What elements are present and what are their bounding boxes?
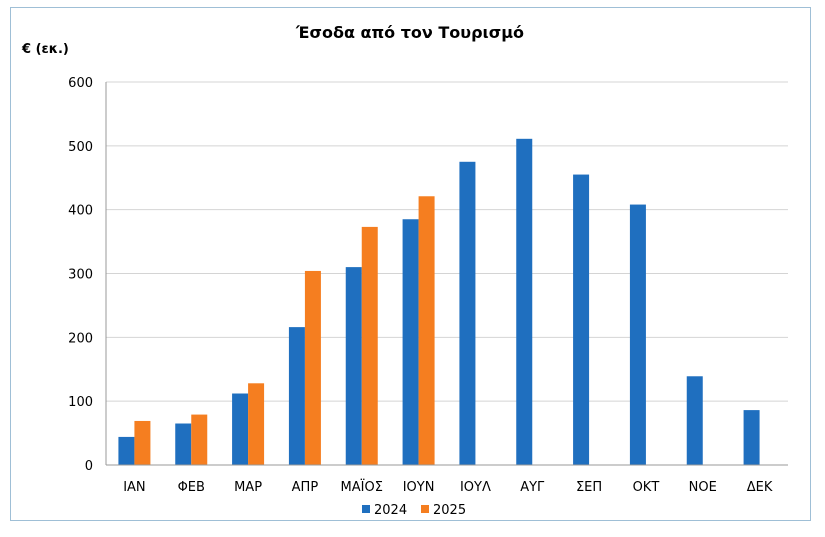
bar-2025-ΦΕΒ bbox=[191, 414, 208, 465]
bar-2025-ΑΠΡ bbox=[304, 270, 321, 465]
bar-2024-ΜΑΡ bbox=[232, 393, 249, 465]
y-tick-label: 300 bbox=[68, 268, 93, 283]
bars bbox=[118, 138, 760, 466]
bar-2024-ΦΕΒ bbox=[175, 423, 192, 465]
x-tick-label: ΙΑΝ bbox=[123, 480, 145, 495]
x-tick-label: ΜΑΡ bbox=[234, 480, 262, 495]
y-tick-labels: 0 100 200 300 400 500 600 bbox=[68, 76, 93, 474]
x-tick-label: ΝΟΕ bbox=[689, 480, 717, 495]
bar-2025-ΙΟΥΝ bbox=[418, 196, 435, 466]
bar-2024-ΙΟΥΝ bbox=[402, 219, 419, 465]
bar-2025-ΙΑΝ bbox=[134, 420, 151, 465]
x-tick-label: ΟΚΤ bbox=[633, 480, 660, 495]
x-tick-label: ΙΟΥΛ bbox=[460, 480, 491, 495]
legend: 2024 2025 bbox=[362, 503, 466, 518]
bar-2024-ΑΥΓ bbox=[516, 138, 533, 466]
x-tick-labels: ΙΑΝ ΦΕΒ ΜΑΡ ΑΠΡ ΜΑΪΟΣ ΙΟΥΝ ΙΟΥΛ ΑΥΓ ΣΕΠ ΟΚΤ ΝΟΕ ΔΕΚ bbox=[123, 479, 773, 495]
y-axis-unit-label: € (εκ.) bbox=[21, 42, 69, 57]
bar-2024-ΙΟΥΛ bbox=[459, 161, 476, 465]
bar-2024-ΝΟΕ bbox=[686, 376, 703, 465]
legend-swatch-2024 bbox=[362, 505, 370, 513]
x-tick-label: ΑΥΓ bbox=[520, 480, 545, 495]
y-tick-label: 200 bbox=[68, 331, 93, 346]
gridlines bbox=[106, 81, 788, 402]
bar-2024-ΜΑΪΟΣ bbox=[345, 267, 362, 465]
chart-title: Έσοδα από τον Τουρισμό bbox=[295, 23, 524, 42]
bar-2024-ΑΠΡ bbox=[288, 327, 305, 465]
legend-label-2024: 2024 bbox=[374, 503, 407, 518]
y-tick-label: 500 bbox=[68, 140, 93, 155]
legend-label-2025: 2025 bbox=[433, 503, 466, 518]
y-tick-label: 100 bbox=[68, 395, 93, 410]
bar-2024-ΣΕΠ bbox=[573, 174, 590, 465]
x-tick-label: ΙΟΥΝ bbox=[403, 480, 435, 495]
bar-2025-ΜΑΡ bbox=[248, 383, 265, 465]
x-tick-label: ΑΠΡ bbox=[292, 480, 319, 495]
bar-2024-ΙΑΝ bbox=[118, 436, 135, 465]
x-tick-label: ΣΕΠ bbox=[576, 480, 602, 495]
bar-2025-ΜΑΪΟΣ bbox=[361, 226, 378, 465]
y-tick-label: 400 bbox=[68, 204, 93, 219]
legend-swatch-2025 bbox=[421, 505, 429, 513]
y-tick-label: 600 bbox=[68, 76, 93, 91]
x-tick-label: ΦΕΒ bbox=[178, 480, 205, 495]
x-tick-label: ΜΑΪΟΣ bbox=[341, 479, 383, 495]
y-tick-label: 0 bbox=[85, 459, 93, 474]
x-tick-label: ΔΕΚ bbox=[747, 480, 773, 495]
bar-2024-ΟΚΤ bbox=[629, 204, 646, 465]
bar-2024-ΔΕΚ bbox=[743, 410, 760, 465]
